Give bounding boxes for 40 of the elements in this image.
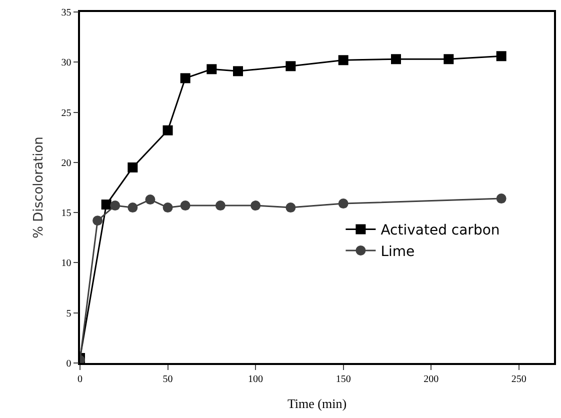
x-tick-label: 250: [511, 374, 526, 385]
x-tick-label: 50: [162, 374, 173, 385]
point: [496, 51, 506, 62]
point: [180, 73, 190, 84]
legend-label: Lime: [380, 244, 415, 260]
y-axis-title: % Discoloration: [32, 136, 47, 238]
point: [101, 200, 112, 210]
point: [338, 55, 348, 66]
point: [286, 61, 296, 72]
point: [206, 64, 217, 74]
point: [444, 54, 454, 64]
point: [180, 200, 190, 211]
point: [496, 194, 506, 204]
y-tick-label: 15: [61, 208, 72, 220]
x-tick-label: 100: [248, 374, 264, 385]
point: [128, 162, 138, 172]
point: [128, 202, 138, 213]
point: [92, 216, 103, 226]
x-axis-title: Time (min): [287, 396, 347, 411]
y-tick-label: 20: [61, 158, 72, 169]
point: [162, 202, 173, 213]
y-tick-label: 25: [61, 108, 72, 119]
point: [338, 198, 348, 209]
legend-label: Activated carbon: [380, 222, 500, 239]
y-tick-label: 10: [61, 258, 72, 270]
point: [215, 200, 226, 211]
point: [286, 202, 296, 213]
point: [162, 125, 173, 136]
point: [110, 200, 120, 211]
point: [391, 54, 401, 64]
x-tick-label: 200: [424, 374, 439, 385]
x-tick-label: 150: [336, 374, 351, 385]
y-tick-label: 30: [61, 58, 72, 69]
point: [145, 194, 156, 205]
point: [250, 200, 261, 211]
point: [233, 66, 243, 76]
y-tick-label: 5: [66, 308, 72, 320]
x-tick-label: 0: [78, 374, 82, 385]
y-tick-label: 0: [66, 358, 72, 370]
y-tick-label: 35: [61, 8, 72, 18]
